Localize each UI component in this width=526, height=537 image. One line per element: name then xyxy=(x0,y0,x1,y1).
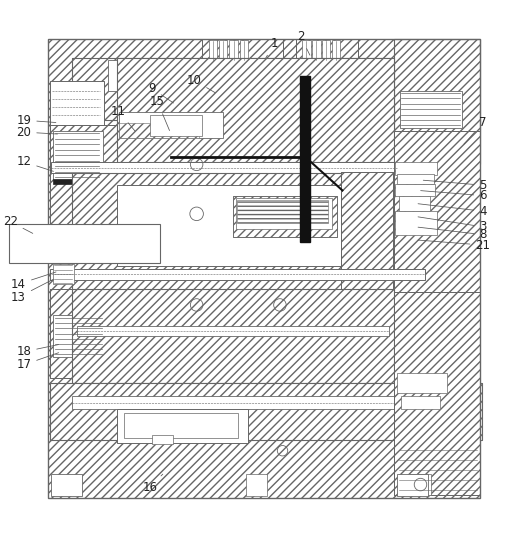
Bar xyxy=(401,396,440,409)
Bar xyxy=(72,173,394,291)
Text: 7: 7 xyxy=(464,116,487,144)
Text: 11: 11 xyxy=(111,105,135,131)
Bar xyxy=(153,435,173,445)
Text: 20: 20 xyxy=(16,126,57,139)
Bar xyxy=(312,40,320,61)
Bar xyxy=(145,63,296,86)
Bar xyxy=(72,57,394,120)
Text: 21: 21 xyxy=(418,238,490,251)
Bar xyxy=(72,289,394,383)
Text: 18: 18 xyxy=(16,345,58,358)
Text: 6: 6 xyxy=(421,189,487,202)
Bar xyxy=(9,224,160,263)
Bar xyxy=(209,40,217,61)
Text: 17: 17 xyxy=(16,353,58,371)
Text: 8: 8 xyxy=(418,227,487,241)
Bar xyxy=(296,39,358,78)
Bar xyxy=(150,115,202,136)
Text: 19: 19 xyxy=(16,114,56,127)
Bar xyxy=(397,373,447,394)
Bar xyxy=(410,474,431,495)
Bar xyxy=(72,57,394,120)
Text: 1: 1 xyxy=(266,37,278,58)
Bar xyxy=(50,383,482,440)
Bar xyxy=(397,174,433,184)
Bar xyxy=(50,125,117,224)
Bar xyxy=(118,112,222,139)
Bar xyxy=(50,383,482,440)
Bar xyxy=(296,39,358,78)
Bar xyxy=(394,130,480,292)
Bar xyxy=(117,57,394,162)
Bar xyxy=(332,40,340,61)
Bar xyxy=(51,162,397,173)
Bar xyxy=(394,39,480,164)
Text: 4: 4 xyxy=(418,204,487,217)
Text: 13: 13 xyxy=(11,279,54,303)
Bar xyxy=(124,413,238,438)
Bar xyxy=(50,289,141,378)
Bar xyxy=(117,57,394,162)
Bar xyxy=(54,179,103,184)
Bar xyxy=(50,81,105,125)
Bar xyxy=(51,474,82,496)
Text: 16: 16 xyxy=(142,474,163,494)
Bar xyxy=(394,292,480,495)
Text: 9: 9 xyxy=(149,82,174,103)
Bar xyxy=(117,185,341,266)
Bar xyxy=(233,195,337,237)
Text: 10: 10 xyxy=(187,74,215,93)
Text: 3: 3 xyxy=(418,217,487,234)
Text: 2: 2 xyxy=(297,30,310,55)
Bar xyxy=(397,474,428,496)
Bar xyxy=(341,172,393,292)
Bar xyxy=(54,130,103,180)
Bar xyxy=(396,184,434,195)
Bar xyxy=(54,264,74,284)
Bar xyxy=(48,39,480,498)
Bar xyxy=(396,211,437,235)
Bar xyxy=(322,40,330,61)
Bar xyxy=(229,40,238,61)
Bar xyxy=(117,409,248,443)
Bar xyxy=(399,195,430,211)
Bar xyxy=(394,130,480,292)
Bar xyxy=(394,39,480,164)
Text: 14: 14 xyxy=(11,272,56,291)
Bar xyxy=(236,198,332,229)
Bar xyxy=(219,40,227,61)
Text: 22: 22 xyxy=(3,215,33,234)
Bar xyxy=(202,39,282,78)
Bar xyxy=(72,173,394,291)
Bar xyxy=(72,289,394,383)
Bar xyxy=(300,76,310,243)
Bar xyxy=(233,195,337,237)
Bar xyxy=(341,172,393,292)
Text: 12: 12 xyxy=(16,155,54,171)
Bar xyxy=(50,289,141,378)
Bar xyxy=(50,268,424,280)
Bar xyxy=(118,123,199,139)
Bar xyxy=(202,39,282,78)
Bar xyxy=(48,39,480,498)
Bar xyxy=(237,200,328,223)
Bar xyxy=(302,40,311,61)
Bar xyxy=(240,40,248,61)
Text: 5: 5 xyxy=(423,179,487,192)
Bar xyxy=(54,315,106,357)
Bar xyxy=(72,396,394,409)
Bar xyxy=(50,125,117,224)
Bar xyxy=(400,91,462,128)
Text: 15: 15 xyxy=(150,96,169,130)
Bar xyxy=(77,326,389,336)
Bar xyxy=(108,60,332,91)
Bar xyxy=(394,292,480,495)
Bar xyxy=(246,474,267,496)
Bar xyxy=(396,162,437,175)
